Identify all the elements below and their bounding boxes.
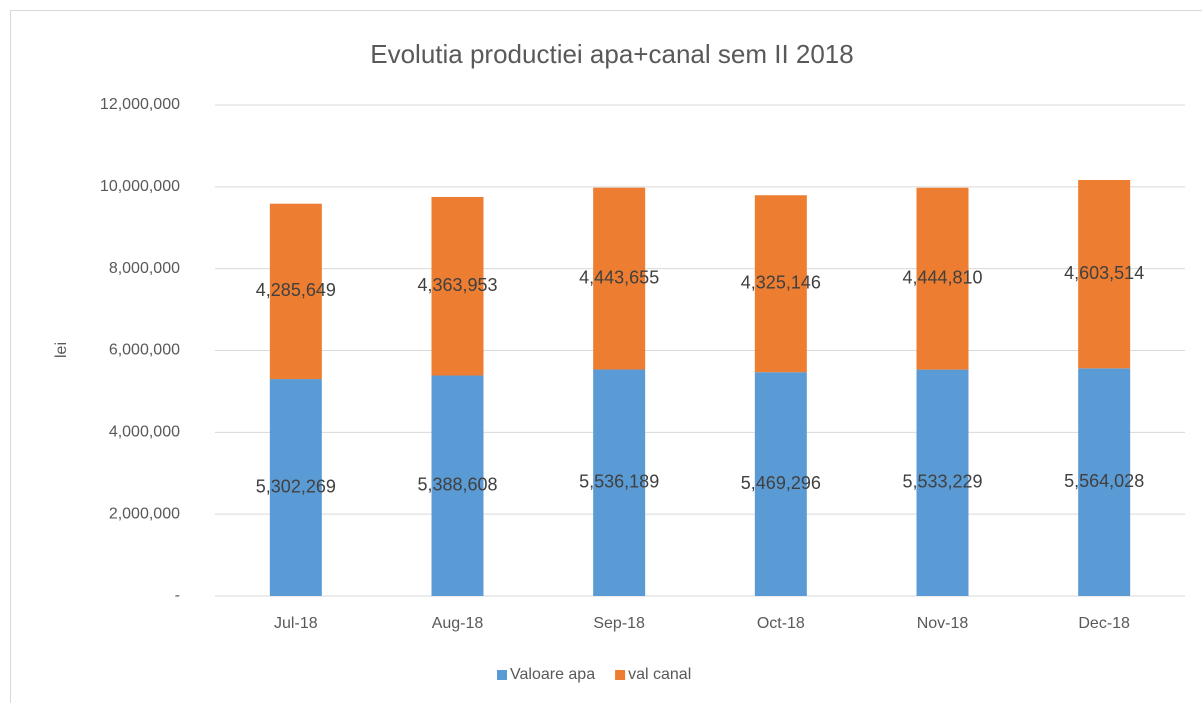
- y-tick-label: 2,000,000: [109, 505, 180, 522]
- y-tick-label: 8,000,000: [109, 260, 180, 277]
- bar-segment: [754, 372, 807, 596]
- data-label: 4,444,810: [902, 267, 982, 287]
- data-label: 5,564,028: [1064, 471, 1144, 491]
- bar-segment: [269, 379, 322, 596]
- data-label: 4,443,655: [579, 267, 659, 287]
- x-tick-label: Jul-18: [274, 615, 318, 632]
- legend-label: Valoare apa: [510, 666, 595, 683]
- bar-segment: [1078, 179, 1131, 369]
- x-tick-label: Aug-18: [432, 615, 484, 632]
- y-tick-label: 6,000,000: [109, 342, 180, 359]
- bar-segment: [269, 203, 322, 380]
- data-label: 4,325,146: [741, 272, 821, 292]
- chart-title: Evolutia productiei apa+canal sem II 201…: [370, 39, 853, 69]
- x-tick-label: Dec-18: [1078, 615, 1130, 632]
- y-tick-label: -: [175, 587, 180, 604]
- data-label: 5,533,229: [902, 472, 982, 492]
- data-label: 4,285,649: [256, 280, 336, 300]
- y-tick-label: 4,000,000: [109, 424, 180, 441]
- x-tick-label: Sep-18: [593, 615, 645, 632]
- data-label: 5,469,296: [741, 473, 821, 493]
- bar-segment: [1078, 368, 1131, 596]
- bar-segment: [916, 187, 969, 370]
- y-tick-label: 12,000,000: [100, 96, 180, 113]
- data-label: 5,536,189: [579, 471, 659, 491]
- data-label: 5,388,608: [417, 475, 497, 495]
- bar-segment: [593, 187, 646, 370]
- legend-label: val canal: [628, 666, 691, 683]
- bar-segment: [431, 196, 484, 376]
- bar-segment: [431, 375, 484, 596]
- bar-segment: [916, 369, 969, 596]
- data-label: 4,603,514: [1064, 263, 1144, 283]
- legend-swatch: [497, 670, 507, 680]
- x-tick-label: Oct-18: [757, 615, 805, 632]
- data-label: 5,302,269: [256, 476, 336, 496]
- y-axis-label: lei: [53, 342, 70, 358]
- x-tick-label: Nov-18: [917, 615, 969, 632]
- legend-swatch: [615, 670, 626, 680]
- bar-segment: [754, 195, 807, 373]
- y-tick-label: 10,000,000: [100, 178, 180, 195]
- data-label: 4,363,953: [417, 275, 497, 295]
- bar-segment: [593, 369, 646, 596]
